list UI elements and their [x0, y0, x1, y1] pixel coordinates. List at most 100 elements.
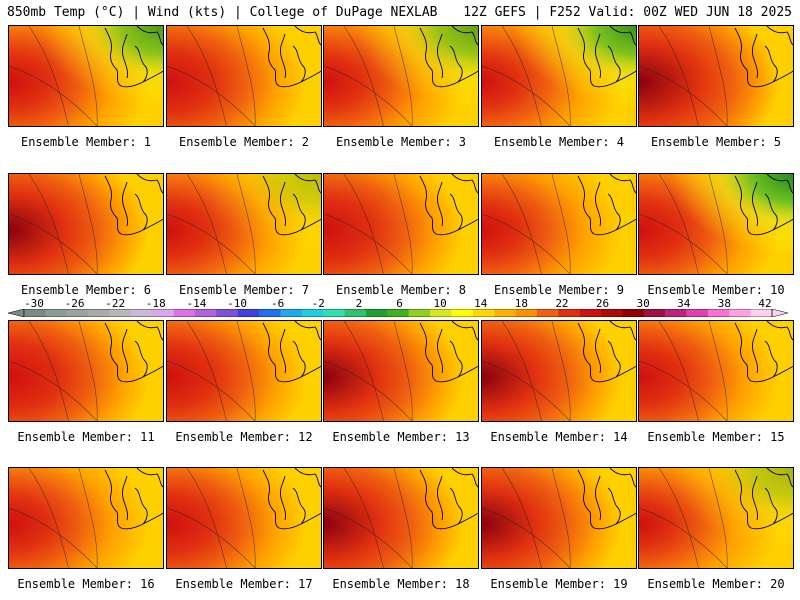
colorbar-swatch	[601, 309, 623, 317]
colorbar-tick-label: 38	[717, 297, 731, 310]
colorbar-tick-label: 26	[595, 297, 610, 310]
height-contours	[639, 174, 728, 274]
temperature-field-map	[324, 468, 478, 568]
colorbar-tick-label: 10	[433, 297, 447, 310]
colorbar-swatch	[194, 309, 217, 317]
temperature-shading	[324, 174, 478, 274]
ensemble-panel-12	[166, 320, 322, 422]
ensemble-member-label-13: Ensemble Member: 13	[332, 430, 470, 444]
ensemble-member-label-6: Ensemble Member: 6	[20, 283, 152, 297]
colorbar-swatch	[259, 309, 281, 317]
height-contours	[324, 26, 413, 126]
height-contours	[167, 468, 256, 568]
great-lakes-outline	[577, 468, 636, 530]
height-contours	[324, 321, 413, 421]
temperature-field-map	[482, 174, 636, 274]
temperature-field-map	[639, 174, 793, 274]
ensemble-panel-6	[8, 173, 164, 275]
temperature-shading	[482, 468, 636, 568]
ensemble-member-label-20: Ensemble Member: 20	[647, 577, 785, 591]
colorbar-swatch	[536, 309, 559, 317]
colorbar-swatch	[622, 309, 645, 317]
ensemble-member-label-2: Ensemble Member: 2	[178, 135, 310, 149]
height-contours	[639, 26, 728, 126]
colorbar-swatch	[643, 309, 666, 317]
colorbar-tick-label: 14	[474, 297, 488, 310]
height-contours	[167, 26, 256, 126]
height-contours	[324, 174, 413, 274]
height-contours	[324, 468, 413, 568]
temperature-field-map	[482, 468, 636, 568]
colorbar-tick-label: 34	[677, 297, 691, 310]
great-lakes-outline	[734, 468, 793, 530]
cool-air-shading	[482, 26, 636, 126]
colorbar-swatch	[686, 309, 709, 317]
ensemble-panel-16	[8, 467, 164, 569]
temperature-field-map	[167, 321, 321, 421]
colorbar-swatch	[365, 309, 388, 317]
ensemble-member-label-10: Ensemble Member: 10	[647, 283, 785, 297]
ensemble-panel-11	[8, 320, 164, 422]
colorbar-swatch	[45, 309, 68, 317]
temperature-shading	[167, 468, 321, 568]
ensemble-member-label-18: Ensemble Member: 18	[332, 577, 470, 591]
ensemble-panel-4	[481, 25, 637, 127]
colorbar-tick-label: -10	[227, 297, 247, 310]
colorbar-swatch	[387, 309, 409, 317]
ensemble-panel-14	[481, 320, 637, 422]
colorbar-swatch	[729, 309, 751, 317]
colorbar-tick-label: 42	[758, 297, 772, 310]
temperature-shading	[9, 174, 163, 274]
colorbar-swatch	[130, 309, 153, 317]
great-lakes-outline	[262, 26, 321, 88]
great-lakes-outline	[734, 26, 793, 88]
great-lakes-outline	[419, 468, 478, 530]
colorbar-swatch	[472, 309, 495, 317]
temperature-field-map	[9, 174, 163, 274]
height-contours	[9, 468, 98, 568]
colorbar-swatch	[451, 309, 474, 317]
height-contours	[9, 26, 98, 126]
colorbar-tick-label: -2	[311, 297, 325, 310]
great-lakes-outline	[104, 321, 163, 383]
great-lakes-outline	[104, 174, 163, 236]
great-lakes-outline	[262, 174, 321, 236]
ensemble-panel-1	[8, 25, 164, 127]
colorbar-tick-label: 22	[555, 297, 569, 310]
ensemble-panel-13	[323, 320, 479, 422]
ensemble-member-label-11: Ensemble Member: 11	[17, 430, 155, 444]
temperature-colorbar	[8, 309, 788, 317]
colorbar-swatch	[494, 309, 516, 317]
colorbar-swatch	[707, 309, 730, 317]
temperature-shading	[324, 321, 478, 421]
ensemble-member-label-12: Ensemble Member: 12	[175, 430, 313, 444]
great-lakes-outline	[262, 468, 321, 530]
temperature-shading	[167, 26, 321, 126]
temperature-shading	[482, 321, 636, 421]
colorbar-tick-label: -22	[105, 297, 126, 310]
ensemble-member-label-4: Ensemble Member: 4	[493, 135, 625, 149]
colorbar-swatch	[344, 309, 367, 317]
colorbar-tick-label: 18	[514, 297, 528, 310]
great-lakes-outline	[104, 26, 163, 88]
temperature-field-map	[9, 26, 163, 126]
height-contours	[482, 321, 571, 421]
ensemble-panel-20	[638, 467, 794, 569]
ensemble-panel-15	[638, 320, 794, 422]
colorbar-swatch	[109, 309, 132, 317]
great-lakes-outline	[577, 174, 636, 236]
colorbar-outline	[23, 309, 773, 317]
ensemble-panel-18	[323, 467, 479, 569]
ensemble-member-label-19: Ensemble Member: 19	[490, 577, 628, 591]
colorbar-tick-label: -6	[271, 297, 285, 310]
colorbar-swatch	[323, 309, 345, 317]
great-lakes-outline	[577, 321, 636, 383]
ensemble-member-label-14: Ensemble Member: 14	[490, 430, 628, 444]
temperature-field-map	[639, 321, 793, 421]
ensemble-panel-2	[166, 25, 322, 127]
temperature-field-map	[9, 468, 163, 568]
map-title: 850mb Temp (°C) | Wind (kts) | College o…	[7, 5, 438, 20]
ensemble-panel-9	[481, 173, 637, 275]
colorbar-swatch	[665, 309, 687, 317]
colorbar-tick-label: 30	[636, 297, 650, 310]
